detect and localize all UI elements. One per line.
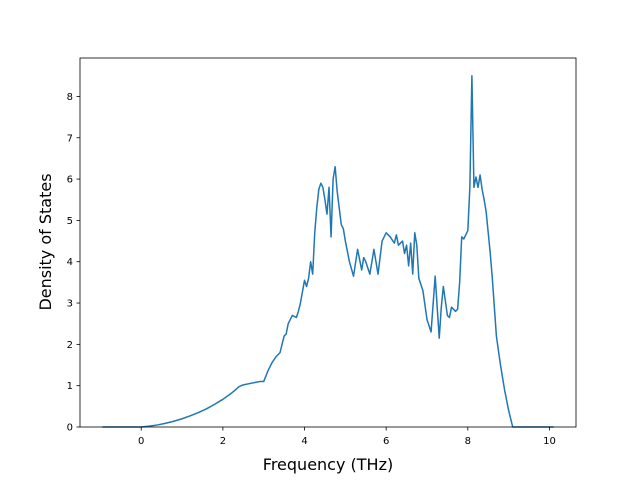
x-tick-label: 0	[138, 436, 144, 447]
y-tick-label: 7	[67, 133, 73, 144]
axis-ticks: 0 2 4 6 8 10 0 1 2 3 4 5 6 7 8	[67, 92, 556, 447]
plot-frame	[79, 57, 577, 428]
series-line-0	[102, 75, 554, 428]
y-tick-label: 4	[67, 257, 73, 268]
y-tick-label: 8	[67, 92, 73, 103]
y-tick-label: 6	[67, 175, 73, 186]
y-tick-label: 5	[67, 216, 73, 227]
plot-area	[79, 57, 577, 428]
x-axis-label: Frequency (THz)	[263, 455, 393, 474]
y-axis-label: Density of States	[36, 173, 55, 310]
y-tick-label: 1	[67, 381, 73, 392]
y-tick-label: 0	[67, 423, 73, 434]
y-tick-label: 2	[67, 340, 73, 351]
x-tick-label: 4	[301, 436, 307, 447]
x-tick-label: 10	[543, 436, 556, 447]
y-tick-label: 3	[67, 299, 73, 310]
x-tick-label: 6	[383, 436, 389, 447]
x-tick-label: 8	[465, 436, 471, 447]
x-tick-label: 2	[220, 436, 226, 447]
